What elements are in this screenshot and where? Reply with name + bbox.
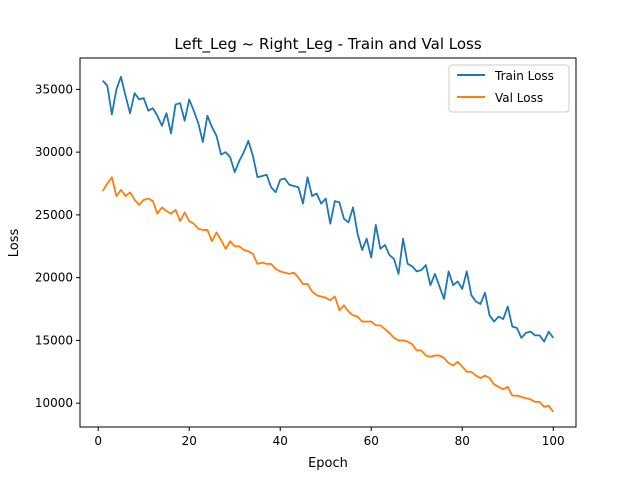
y-axis-ticks: 10000 15000 20000 25000 30000 35000 [35, 82, 80, 410]
x-tick-label: 0 [94, 434, 102, 448]
x-tick-label: 60 [364, 434, 379, 448]
x-tick-label: 40 [273, 434, 288, 448]
y-tick-label: 20000 [35, 271, 73, 285]
x-tick-label: 100 [542, 434, 565, 448]
y-tick-label: 30000 [35, 145, 73, 159]
series-line-val-loss [101, 176, 554, 413]
legend: Train Loss Val Loss [448, 64, 570, 113]
legend-label-val-loss: Val Loss [495, 91, 543, 105]
plot-lines [101, 75, 554, 413]
x-tick-label: 80 [455, 434, 470, 448]
y-tick-label: 25000 [35, 208, 73, 222]
plot-area-frame [79, 57, 577, 428]
y-tick-label: 10000 [35, 396, 73, 410]
x-axis-ticks: 0 20 40 60 80 100 [94, 427, 565, 448]
y-axis-label: Loss [7, 229, 22, 258]
chart-title: Left_Leg ~ Right_Leg - Train and Val Los… [174, 35, 482, 54]
legend-label-train-loss: Train Loss [494, 69, 554, 83]
y-tick-label: 15000 [35, 333, 73, 347]
series-line-train-loss [102, 75, 554, 343]
y-tick-label: 35000 [35, 82, 73, 96]
x-axis-label: Epoch [308, 456, 348, 471]
x-tick-label: 20 [182, 434, 197, 448]
legend-box [448, 64, 570, 113]
